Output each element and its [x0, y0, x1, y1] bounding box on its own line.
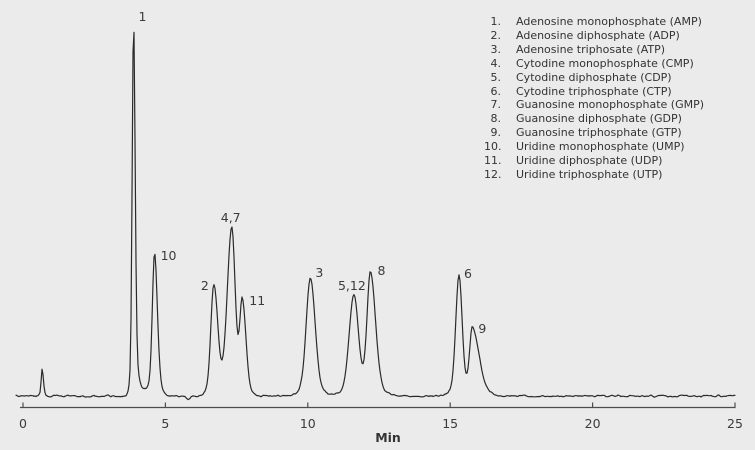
legend-item-name: Cytodine monophosphate (CMP) — [516, 56, 694, 70]
chromatogram-trace — [15, 31, 736, 401]
legend-item-number: 3. — [490, 42, 502, 56]
legend-item-name: Cytodine diphosphate (CDP) — [516, 70, 672, 84]
legend-item-name: Adenosine diphosphate (ADP) — [516, 28, 680, 42]
legend-item: 11. Uridine diphosphate (UDP) — [484, 154, 704, 168]
legend-item-name: Guanosine triphosphate (GTP) — [516, 126, 682, 140]
x-tick-label: 20 — [585, 416, 601, 431]
legend-item: 9. Guanosine triphosphate (GTP) — [484, 126, 704, 140]
legend-item-number: 6. — [490, 84, 502, 98]
legend-item: 7. Guanosine monophosphate (GMP) — [484, 98, 705, 112]
legend-item-name: Uridine triphosphate (UTP) — [516, 167, 663, 181]
peak-label: 1 — [139, 9, 147, 24]
x-tick-label: 5 — [161, 416, 169, 431]
peak-legend: 1. Adenosine monophosphate (AMP) 2. Adenosi… — [484, 15, 704, 182]
legend-item-number: 10. — [484, 140, 502, 154]
x-tick-label: 10 — [300, 416, 316, 431]
legend-item: 4. Cytodine monophosphate (CMP) — [484, 57, 704, 71]
peak-label: 5,12 — [338, 278, 366, 293]
legend-item-number: 11. — [484, 154, 502, 168]
x-axis-title: Min — [375, 430, 401, 445]
legend-item-number: 9. — [490, 126, 502, 140]
legend-item-name: Adenosine monophosphate (AMP) — [516, 15, 702, 28]
legend-item-number: 8. — [490, 112, 502, 126]
x-tick-label: 25 — [727, 416, 743, 431]
legend-item: 12. Uridine triphosphate (UTP) — [484, 168, 704, 182]
legend-item-number: 12. — [484, 167, 502, 181]
legend-item: 10. Uridine monophosphate (UMP) — [484, 140, 704, 154]
legend-item-name: Uridine monophosphate (UMP) — [516, 140, 685, 154]
legend-item-name: Adenosine triphosate (ATP) — [516, 42, 666, 56]
peak-label: 10 — [161, 248, 177, 263]
legend-item: 6. Cytodine triphosphate (CTP) — [484, 85, 704, 99]
x-tick-label: 0 — [19, 416, 27, 431]
legend-item: 5. Cytodine diphosphate (CDP) — [484, 71, 704, 85]
peak-label: 9 — [478, 321, 486, 336]
legend-item: 8. Guanosine diphosphate (GDP) — [484, 112, 704, 126]
x-tick-label: 15 — [442, 416, 458, 431]
legend-item-name: Uridine diphosphate (UDP) — [516, 154, 663, 168]
legend-item: 1. Adenosine monophosphate (AMP) — [484, 15, 704, 29]
peak-label: 8 — [377, 263, 385, 278]
legend-item-number: 4. — [490, 56, 502, 70]
peak-label: 6 — [464, 266, 472, 281]
peak-label: 11 — [249, 293, 265, 308]
legend-item-number: 7. — [490, 98, 502, 112]
legend-item-number: 5. — [490, 70, 502, 84]
legend-item-number: 1. — [490, 15, 502, 28]
peak-label: 2 — [201, 278, 209, 293]
legend-item-name: Cytodine triphosphate (CTP) — [516, 84, 672, 98]
legend-item-name: Guanosine diphosphate (GDP) — [516, 112, 682, 126]
peak-label: 4,7 — [221, 210, 241, 225]
legend-item-name: Guanosine monophosphate (GMP) — [516, 98, 705, 112]
peak-label: 3 — [315, 265, 323, 280]
legend-item-number: 2. — [490, 28, 502, 42]
legend-item: 2. Adenosine diphosphate (ADP) — [484, 29, 704, 43]
legend-item: 3. Adenosine triphosate (ATP) — [484, 43, 704, 57]
